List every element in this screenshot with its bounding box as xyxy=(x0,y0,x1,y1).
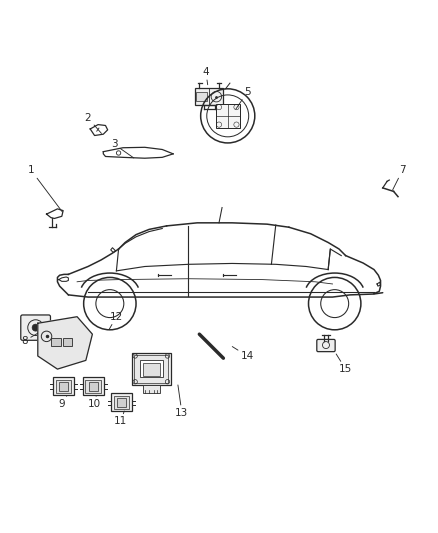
FancyBboxPatch shape xyxy=(89,382,98,391)
Text: 14: 14 xyxy=(232,346,254,361)
FancyBboxPatch shape xyxy=(21,315,50,340)
Circle shape xyxy=(32,324,39,331)
FancyBboxPatch shape xyxy=(59,382,68,391)
Text: 9: 9 xyxy=(59,395,67,409)
FancyBboxPatch shape xyxy=(114,395,130,409)
FancyBboxPatch shape xyxy=(195,88,223,105)
Text: 7: 7 xyxy=(393,165,406,190)
FancyBboxPatch shape xyxy=(83,377,104,395)
FancyBboxPatch shape xyxy=(140,360,163,377)
FancyBboxPatch shape xyxy=(63,338,72,346)
Text: 11: 11 xyxy=(114,411,127,426)
FancyBboxPatch shape xyxy=(196,92,207,101)
FancyBboxPatch shape xyxy=(132,352,171,385)
Text: 5: 5 xyxy=(236,87,251,109)
Text: 4: 4 xyxy=(203,67,209,85)
FancyBboxPatch shape xyxy=(143,362,160,376)
Text: 8: 8 xyxy=(21,333,38,346)
Text: 10: 10 xyxy=(88,396,101,409)
Text: 13: 13 xyxy=(175,385,188,418)
FancyBboxPatch shape xyxy=(143,385,160,393)
FancyBboxPatch shape xyxy=(317,340,335,352)
FancyBboxPatch shape xyxy=(111,393,132,411)
FancyBboxPatch shape xyxy=(85,379,101,393)
Text: 2: 2 xyxy=(85,113,102,133)
FancyBboxPatch shape xyxy=(51,338,60,346)
FancyBboxPatch shape xyxy=(56,379,71,393)
FancyBboxPatch shape xyxy=(134,355,168,383)
FancyBboxPatch shape xyxy=(53,377,74,395)
Text: 12: 12 xyxy=(109,312,123,329)
Text: 1: 1 xyxy=(28,165,62,212)
Polygon shape xyxy=(38,317,92,369)
FancyBboxPatch shape xyxy=(215,103,240,128)
Text: 15: 15 xyxy=(336,354,352,374)
Text: 3: 3 xyxy=(111,139,134,158)
FancyBboxPatch shape xyxy=(117,398,126,407)
